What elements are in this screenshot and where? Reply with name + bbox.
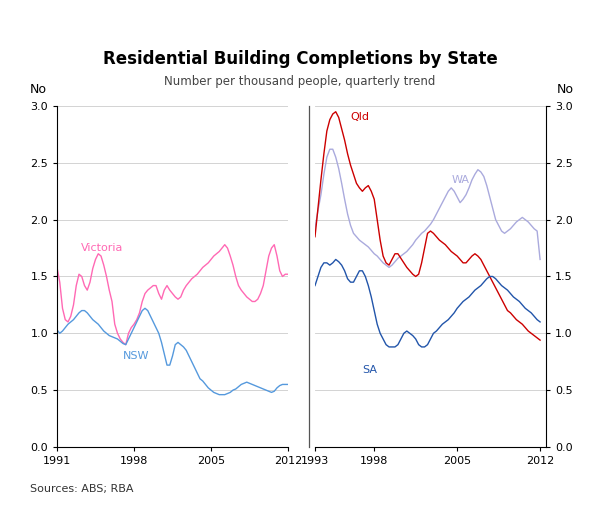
Text: SA: SA xyxy=(362,365,377,375)
Text: Residential Building Completions by State: Residential Building Completions by Stat… xyxy=(103,50,497,68)
Text: No: No xyxy=(29,83,46,96)
Text: Qld: Qld xyxy=(350,112,370,122)
Text: Sources: ABS; RBA: Sources: ABS; RBA xyxy=(30,484,133,494)
Text: Victoria: Victoria xyxy=(81,243,124,254)
Text: WA: WA xyxy=(451,175,469,185)
Text: NSW: NSW xyxy=(123,351,149,362)
Text: No: No xyxy=(557,83,574,96)
Text: Number per thousand people, quarterly trend: Number per thousand people, quarterly tr… xyxy=(164,75,436,88)
